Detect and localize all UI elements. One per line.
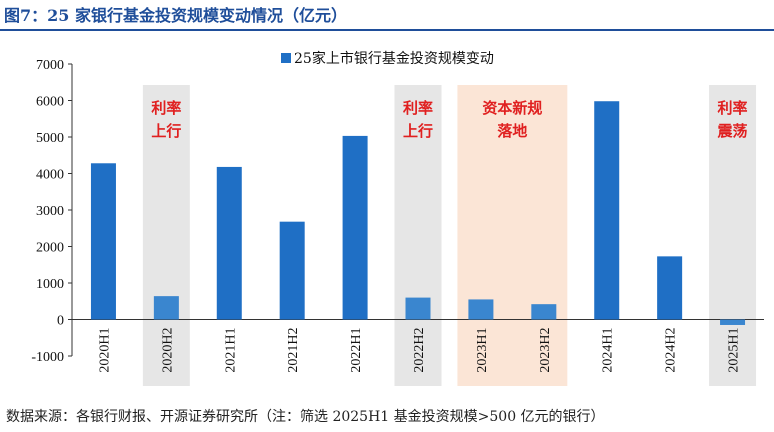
source-note: 数据来源：各银行财报、开源证券研究所（注：筛选 2025H1 基金投资规模>50… xyxy=(6,409,605,425)
y-tick-label: -1000 xyxy=(31,350,64,365)
bar xyxy=(594,101,620,320)
bar xyxy=(657,256,683,320)
y-tick-label: 3000 xyxy=(36,204,64,219)
bar xyxy=(405,297,431,320)
bar xyxy=(468,299,494,320)
annotation-label: 利率 xyxy=(718,99,748,117)
x-tick-label: 2020H2 xyxy=(160,328,175,373)
y-tick-label: 6000 xyxy=(36,95,64,110)
y-tick-label: 5000 xyxy=(36,131,64,146)
x-tick-label: 2021H1 xyxy=(223,328,238,373)
shaded-region-1 xyxy=(394,85,442,386)
legend-swatch xyxy=(281,53,291,63)
title-divider xyxy=(0,29,774,31)
x-tick-label: 2024H2 xyxy=(664,328,679,373)
x-tick-label: 2025H1 xyxy=(727,328,742,373)
shaded-region-2 xyxy=(457,85,568,386)
x-tick-label: 2022H1 xyxy=(349,328,364,373)
x-tick-label: 2022H2 xyxy=(412,328,427,373)
annotation-label: 震荡 xyxy=(718,122,748,140)
y-tick-label: 1000 xyxy=(36,277,64,292)
shaded-region-3 xyxy=(709,85,757,386)
annotation-label: 利率 xyxy=(403,99,433,117)
annotation-label: 资本新规 xyxy=(482,99,542,117)
y-tick-label: 7000 xyxy=(36,58,64,73)
annotation-label: 上行 xyxy=(151,122,181,140)
x-tick-label: 2023H2 xyxy=(538,328,553,373)
bar xyxy=(216,166,242,320)
figure-title: 图7：25 家银行基金投资规模变动情况（亿元） xyxy=(4,6,347,25)
bar xyxy=(720,319,746,325)
bar xyxy=(153,296,179,320)
bar xyxy=(342,135,368,320)
x-tick-label: 2023H1 xyxy=(475,328,490,373)
legend-label: 25家上市银行基金投资规模变动 xyxy=(294,50,494,67)
x-tick-label: 2024H1 xyxy=(601,328,616,373)
y-tick-label: 0 xyxy=(57,314,64,329)
annotation-label: 落地 xyxy=(497,122,527,140)
annotation-label: 上行 xyxy=(403,122,433,140)
bar xyxy=(90,163,116,320)
bar xyxy=(279,221,305,320)
bar xyxy=(531,304,557,320)
y-tick-label: 4000 xyxy=(36,168,64,183)
x-tick-label: 2021H2 xyxy=(286,328,301,373)
annotation-label: 利率 xyxy=(151,99,181,117)
y-tick-label: 2000 xyxy=(36,241,64,256)
shaded-region-0 xyxy=(142,85,190,386)
x-tick-label: 2020H1 xyxy=(97,328,112,373)
